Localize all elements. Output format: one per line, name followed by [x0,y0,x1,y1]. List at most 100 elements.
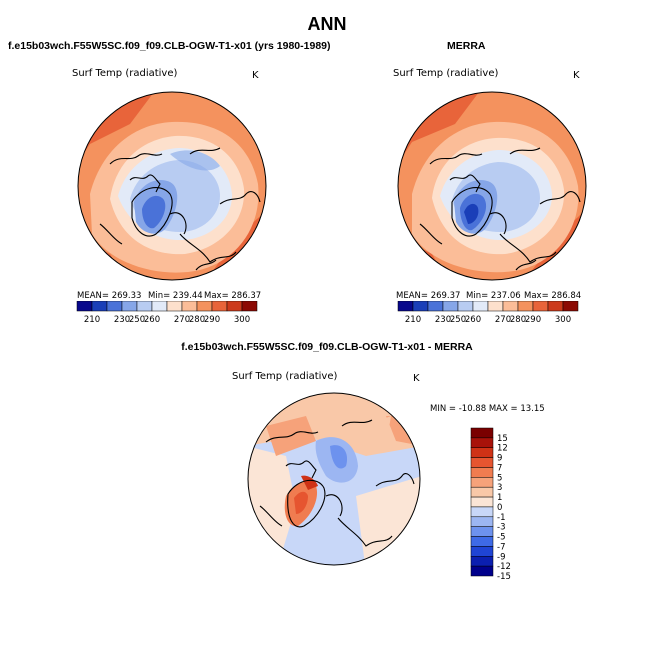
panel3-variable-label: Surf Temp (radiative) [232,371,338,382]
panel3-difference-field [248,393,420,565]
panel3-colorbar-boxes [470,427,494,577]
panel2-colorbar-box [412,301,429,312]
panel1-colorbar-box [151,301,168,312]
panel1-variable-label: Surf Temp (radiative) [72,68,178,79]
panel1-colorbar-box [241,301,258,312]
panel2-colorbar-box [427,301,444,312]
panel1-min: Min= 239.44 [148,291,203,301]
panel2-colorbar-boxes [397,301,579,312]
panel3-colorbar-tick-label: 15 [497,434,508,444]
panel1-colorbar-box [76,301,93,312]
panel3-colorbar-tick-label: -5 [497,533,505,543]
panel1-colorbar-tick-label: 250 [129,315,145,325]
panel2-colorbar-box [517,301,534,312]
panel3-colorbar-box [470,477,494,488]
panel3-colorbar-box [470,427,494,439]
panel3-units-label: K [413,373,420,384]
panel2-colorbar-box [562,301,579,312]
panel3-colorbar-box [470,437,494,448]
panel2-colorbar-tick-label: 300 [555,315,571,325]
panel1-colorbar-box [121,301,138,312]
panel2-colorbar-tick-label: 280 [510,315,526,325]
panel1-colorbar-box [136,301,153,312]
panel3-colorbar-tick-label: 9 [497,454,502,464]
panel3-colorbar-tick-label: 3 [497,483,502,493]
panel3-colorbar-tick-label: -3 [497,523,505,533]
panel2-colorbar-box [397,301,414,312]
panel1-units-label: K [252,70,259,81]
panel3-colorbar-tick-label: -9 [497,552,505,562]
panel1-colorbar-box [106,301,123,312]
panel2-colorbar-tick-label: 210 [405,315,421,325]
panel3-colorbar-box [470,546,494,557]
panel1-colorbar-tick-label: 260 [144,315,160,325]
panel3-colorbar-box [470,516,494,527]
panel3-colorbar-box [470,467,494,478]
panel3-colorbar-tick-label: 12 [497,444,508,454]
panel2-colorbar-box [547,301,564,312]
panel1-colorbar-tick-label: 230 [114,315,130,325]
page-title: ANN [307,14,347,34]
panel1-colorbar-box [91,301,108,312]
panel2-colorbar-tick-label: 270 [495,315,511,325]
panel2-colorbar-tick-label: 250 [450,315,466,325]
panel3-colorbar-box [470,556,494,567]
panel1-max: Max= 286.37 [204,291,262,301]
panel1-polar-map [77,91,267,281]
panel2-colorbar-tick-label: 260 [465,315,481,325]
panel3-colorbar-box [470,447,494,458]
panel2-colorbar-box [457,301,474,312]
panel3-colorbar-box [470,536,494,547]
panel3-colorbar-box [470,565,494,577]
panel1-colorbar-box [211,301,228,312]
panel2-colorbar-box [532,301,549,312]
panel3-map-border [247,392,421,566]
panel3-polar-map [247,392,421,566]
panel2-colorbar-box [472,301,489,312]
panel1-map-border [77,91,267,281]
panel1-colorbar-tick-label: 210 [84,315,100,325]
panel2-colorbar-box [487,301,504,312]
panel3-colorbar-tick-label: -12 [497,562,511,572]
panel1-colorbar-box [196,301,213,312]
panel1-colorbar-tick-label: 280 [189,315,205,325]
panel2-colorbar-tick-label: 290 [525,315,541,325]
panel3-minmax: MIN = -10.88 MAX = 13.15 [430,404,545,414]
panel3-colorbar-box [470,526,494,537]
merra-panel-title: MERRA [447,40,486,52]
case-panel-title: f.e15b03wch.F55W5SC.f09_f09.CLB-OGW-T1-x… [8,40,331,52]
panel2-temperature-field [398,92,586,280]
panel3-colorbar-box [470,486,494,498]
panel2-coastlines [419,147,581,271]
panel1-colorbar-box [166,301,183,312]
panel1-colorbar-box [226,301,243,312]
difference-panel-title: f.e15b03wch.F55W5SC.f09_f09.CLB-OGW-T1-x… [181,341,473,353]
panel2-variable-label: Surf Temp (radiative) [393,68,499,79]
panel1-colorbar-boxes [76,301,258,312]
panel3-colorbar-box [470,506,494,518]
panel3-colorbar-tick-label: 1 [497,493,502,503]
panel3-colorbar-tick-label: -1 [497,513,505,523]
panel1-mean: MEAN= 269.33 [77,291,142,301]
panel1-colorbar-box [181,301,198,312]
panel2-colorbar-box [502,301,519,312]
panel2-map-border [397,91,587,281]
panel3-colorbar-tick-label: -7 [497,542,505,552]
panel3-colorbar-box [470,457,494,468]
panel1-colorbar-tick-label: 270 [174,315,190,325]
panel1-colorbar-tick-label: 290 [204,315,220,325]
panel2-colorbar-box [442,301,459,312]
panel1-coastlines [99,147,261,271]
panel2-colorbar-tick-label: 230 [435,315,451,325]
panel2-mean: MEAN= 269.37 [396,291,461,301]
panel2-units-label: K [573,70,580,81]
panel2-polar-map [397,91,587,281]
panel3-colorbar-tick-label: 5 [497,473,502,483]
panel3-colorbar-box [470,496,494,508]
